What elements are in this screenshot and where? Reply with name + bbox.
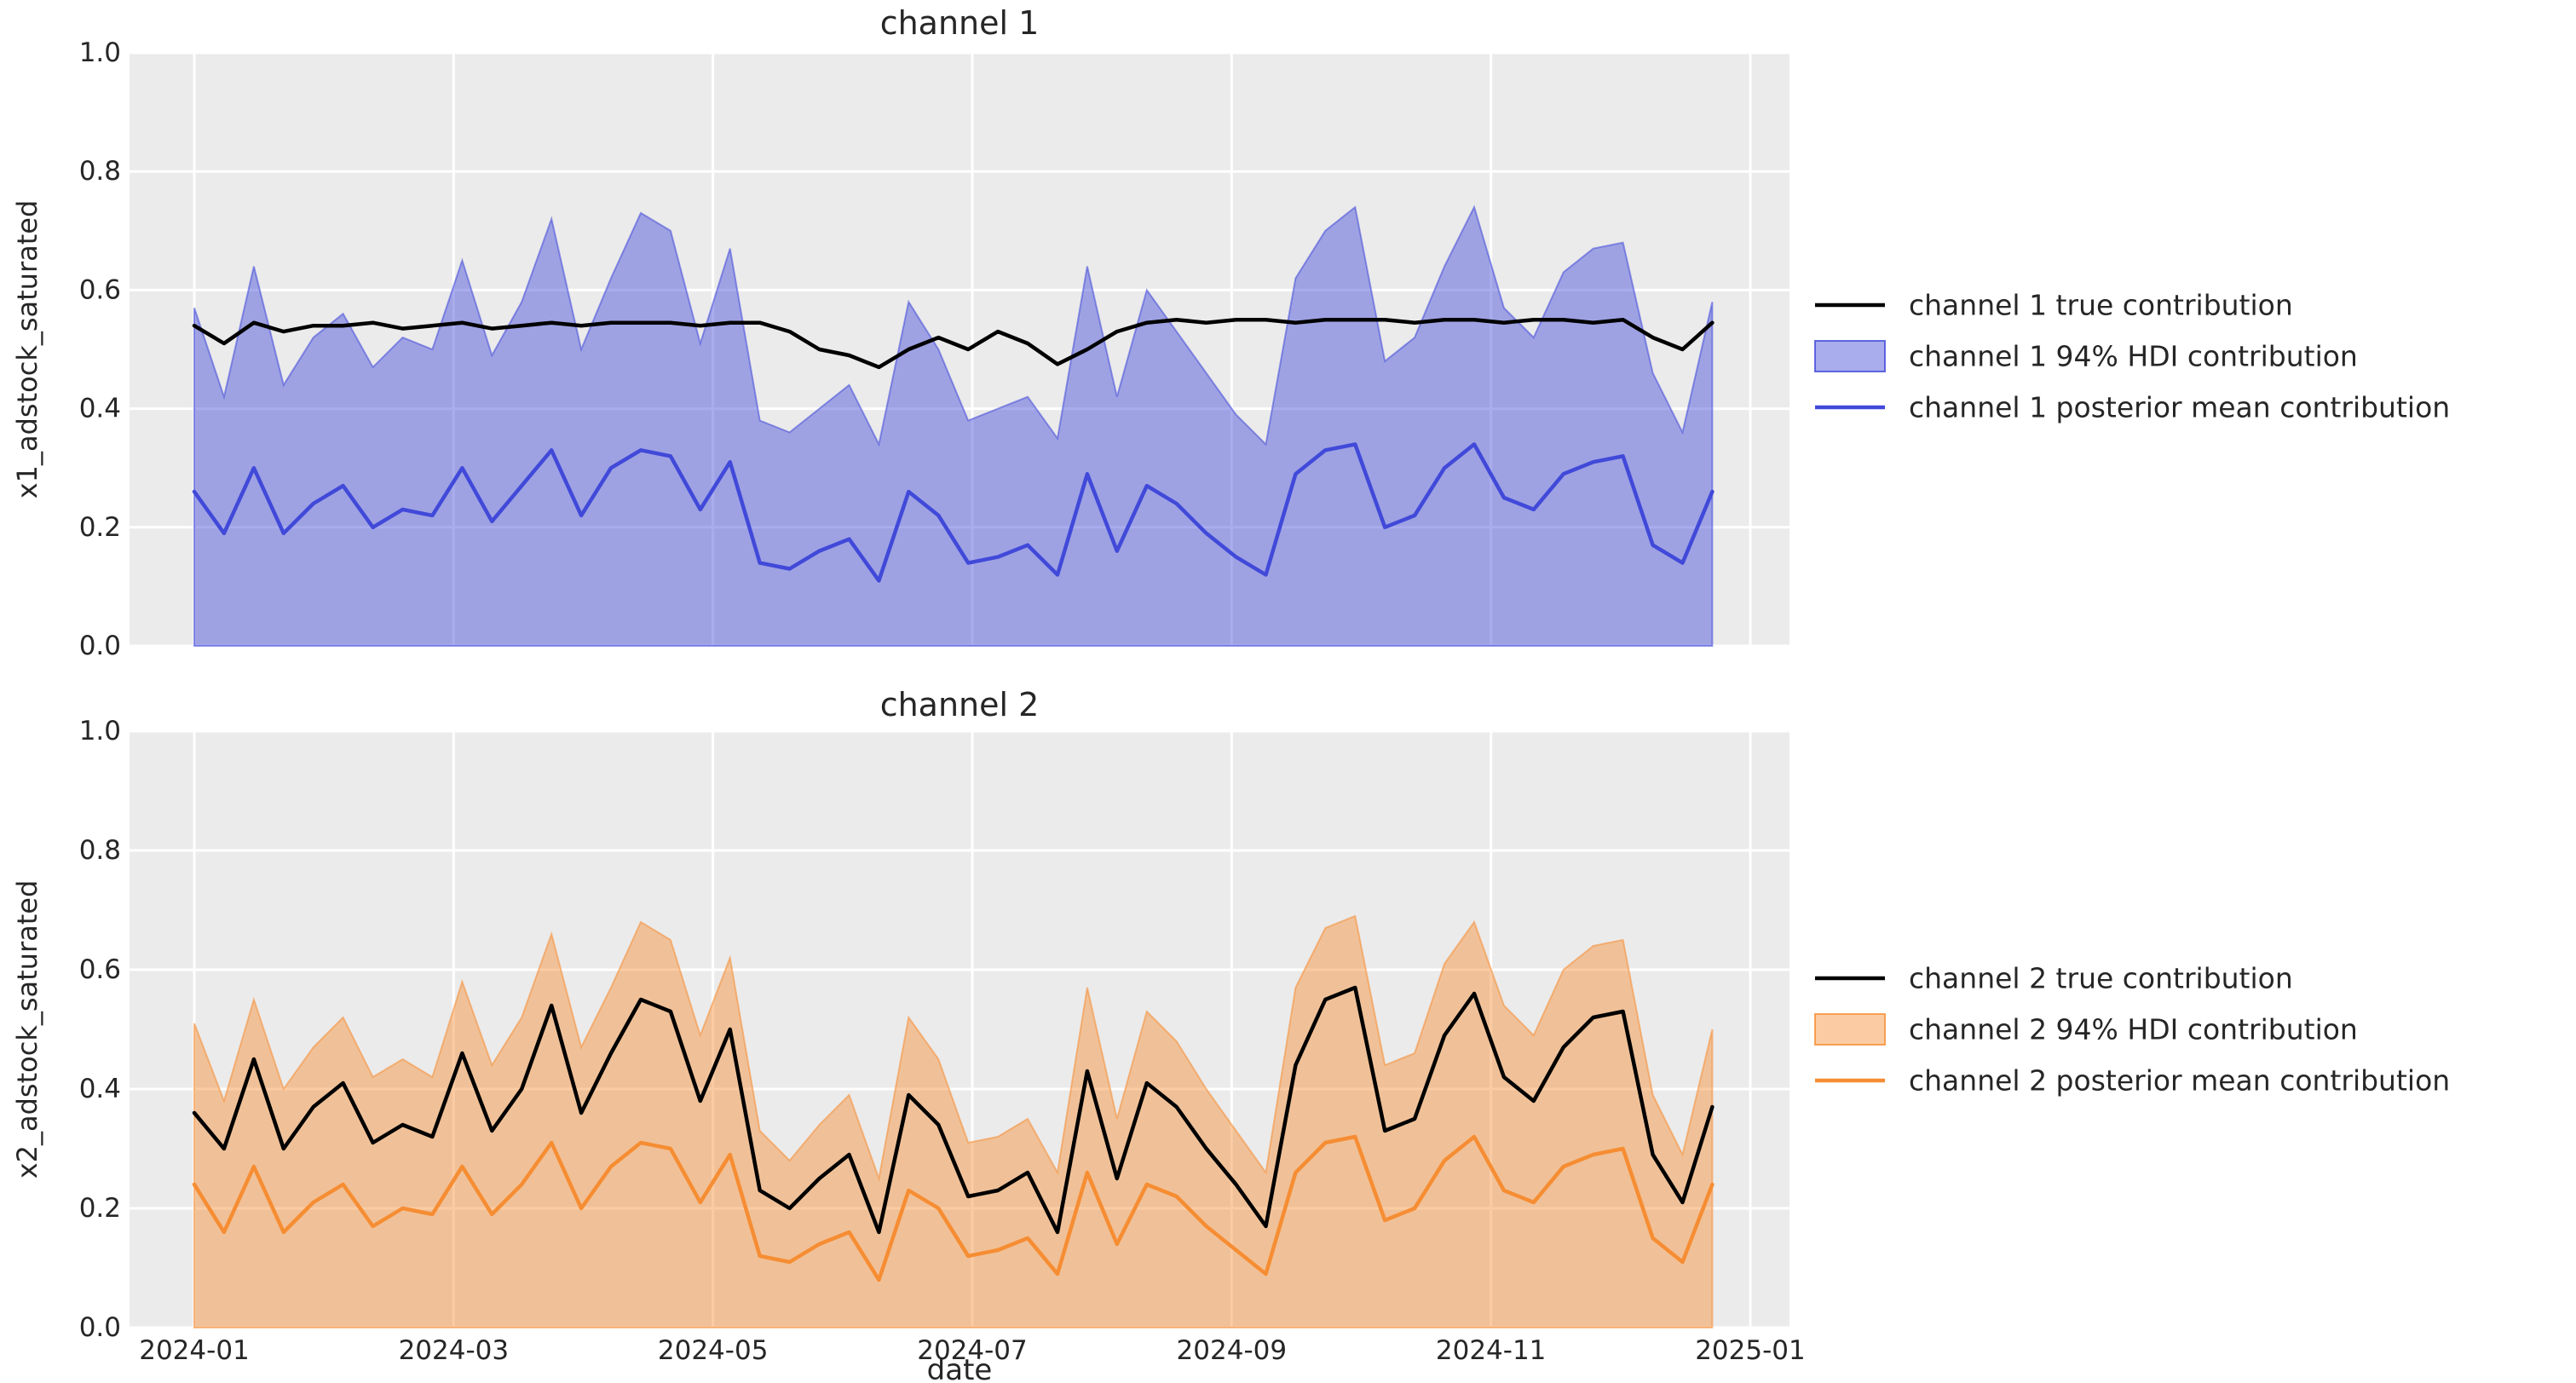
y-tick-label: 1.0 bbox=[79, 716, 121, 746]
x-tick-label: 2024-09 bbox=[1177, 1335, 1288, 1366]
chart-channel-1: channel 1 x1_adstock_saturated 0.0 0.2 0.4 0.… bbox=[11, 4, 2450, 661]
y-axis-label: x1_adstock_saturated bbox=[11, 200, 43, 499]
y-axis-label: x2_adstock_saturated bbox=[11, 880, 43, 1179]
legend-channel-2: channel 2 true contribution channel 2 94%… bbox=[1814, 962, 2450, 1098]
y-tick-label: 1.0 bbox=[79, 37, 121, 68]
y-tick-label: 0.4 bbox=[79, 394, 121, 424]
x-tick-label: 2024-07 bbox=[917, 1335, 1028, 1366]
posterior-mean-line-channel-2 bbox=[192, 1134, 1714, 1282]
posterior-mean-line-channel-1 bbox=[192, 442, 1714, 583]
chart-channel-2: channel 2 x2_adstock_saturated 0.0 0.2 0.4 0.… bbox=[11, 686, 2450, 1383]
x-axis-label: date bbox=[927, 1353, 993, 1383]
legend-label: channel 2 94% HDI contribution bbox=[1909, 1013, 2358, 1046]
legend-patch-swatch bbox=[1814, 1013, 1886, 1046]
x-tick-label: 2024-05 bbox=[658, 1335, 769, 1366]
y-tick-label: 0.4 bbox=[79, 1074, 121, 1104]
x-tick-label: 2024-03 bbox=[399, 1335, 510, 1366]
plot-area-background bbox=[130, 731, 1789, 1328]
true-contribution-line-channel-1 bbox=[192, 317, 1714, 370]
y-tick-label: 0.6 bbox=[79, 954, 121, 985]
y-tick-label: 0.6 bbox=[79, 274, 121, 305]
y-tick-label: 0.0 bbox=[79, 631, 121, 661]
hdi-band-channel-1 bbox=[193, 205, 1714, 647]
y-tick-label: 0.2 bbox=[79, 512, 121, 543]
x-tick-label: 2024-01 bbox=[139, 1335, 250, 1366]
x-tick-label: 2025-01 bbox=[1695, 1335, 1806, 1366]
legend-label: channel 2 posterior mean contribution bbox=[1909, 1064, 2450, 1098]
y-tick-label: 0.2 bbox=[79, 1193, 121, 1224]
hdi-band-channel-2 bbox=[193, 914, 1714, 1328]
y-tick-label: 0.8 bbox=[79, 835, 121, 866]
legend-label: channel 2 true contribution bbox=[1909, 962, 2293, 995]
legend-patch-swatch bbox=[1814, 340, 1886, 372]
legend-label: channel 1 94% HDI contribution bbox=[1909, 340, 2358, 373]
legend-channel-1: channel 1 true contribution channel 1 94%… bbox=[1814, 289, 2450, 424]
legend-label: channel 1 true contribution bbox=[1909, 289, 2293, 322]
y-tick-label: 0.0 bbox=[79, 1312, 121, 1343]
true-contribution-line-channel-2 bbox=[192, 985, 1714, 1235]
x-tick-label: 2024-11 bbox=[1436, 1335, 1547, 1366]
y-tick-label: 0.8 bbox=[79, 156, 121, 187]
chart-title: channel 1 bbox=[880, 4, 1040, 42]
legend-label: channel 1 posterior mean contribution bbox=[1909, 391, 2450, 424]
chart-title: channel 2 bbox=[880, 686, 1040, 723]
